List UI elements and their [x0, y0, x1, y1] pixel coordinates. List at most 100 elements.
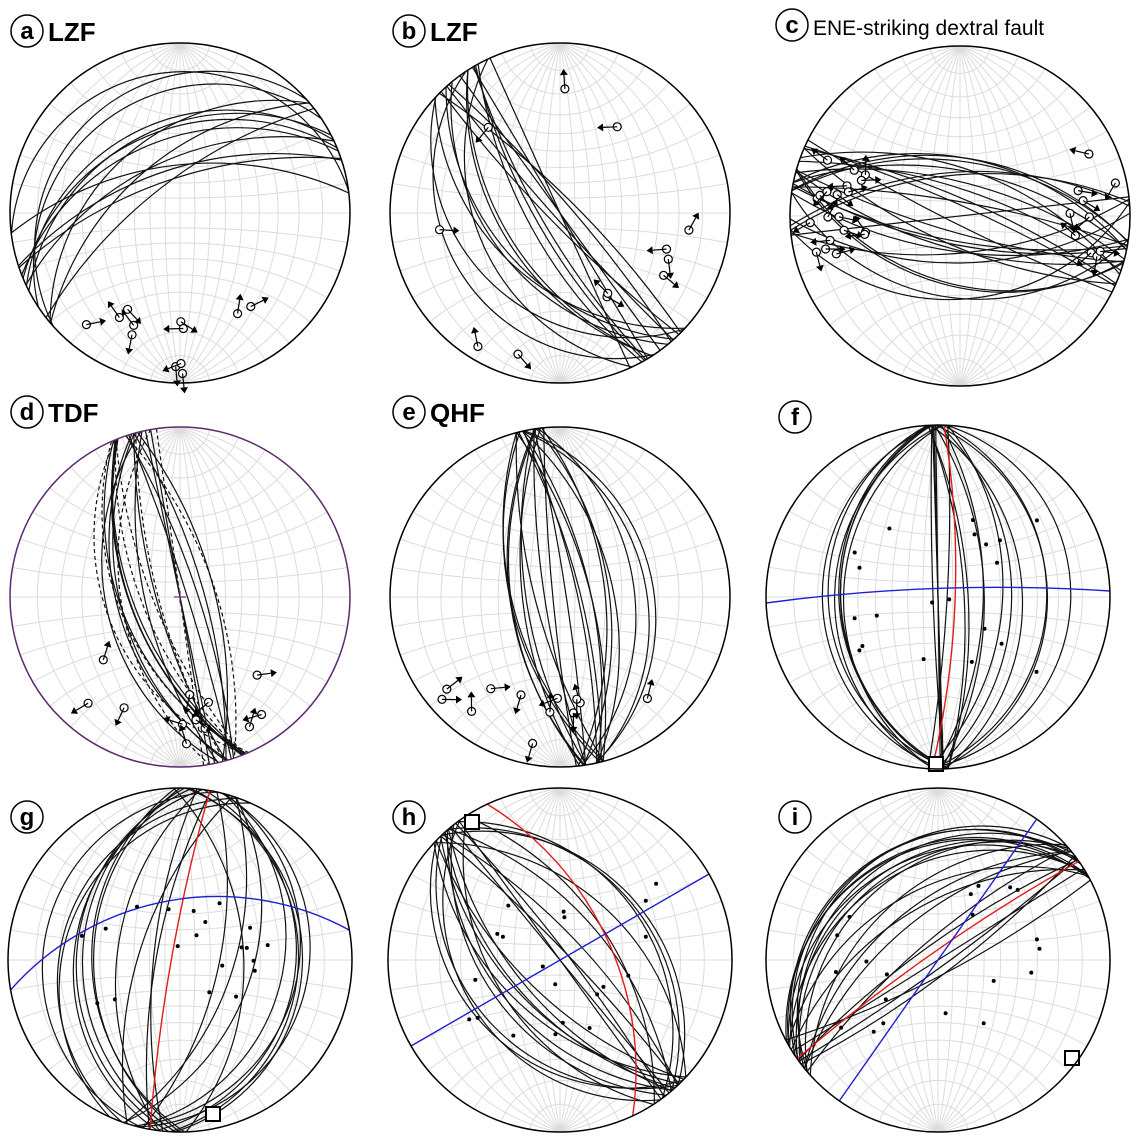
- grid-parallel: [907, 790, 969, 817]
- fault-plane-trace: [108, 433, 229, 761]
- pole-point: [874, 613, 879, 618]
- fault-plane-trace: [448, 828, 672, 1092]
- pole-point: [251, 958, 256, 963]
- grid-parallel: [829, 106, 1091, 155]
- slip-arrow-shaft: [606, 296, 620, 305]
- pole-point: [921, 657, 926, 662]
- fault-plane-trace: [806, 847, 1070, 1072]
- grid-parallel: [32, 511, 328, 552]
- pole-point: [135, 904, 139, 909]
- slip-arrow-shaft: [195, 719, 209, 728]
- slip-arrow-shaft: [186, 694, 191, 709]
- slip-arrow-shaft: [528, 743, 534, 757]
- fault-plane-trace: [150, 788, 198, 1132]
- fault-plane-trace: [125, 435, 237, 759]
- slip-arrow-head: [569, 726, 578, 733]
- slip-arrow-shaft: [181, 730, 188, 744]
- slip-arrow-shaft: [816, 191, 828, 203]
- slip-arrow-shaft: [838, 216, 853, 221]
- fault-plane-trace: [434, 842, 687, 1078]
- pole-point: [860, 644, 865, 648]
- square-marker: [205, 1106, 221, 1122]
- slip-arrow-head: [830, 199, 838, 207]
- slip-arrow-head: [811, 148, 819, 156]
- grid-parallel: [12, 567, 348, 583]
- slip-arrow-head: [792, 226, 800, 233]
- grid-meridian: [937, 424, 969, 770]
- fault-traces: [785, 825, 1091, 1076]
- slip-arrow-shaft: [110, 305, 120, 318]
- fault-plane-trace: [117, 429, 210, 765]
- fault-plane-trace: [929, 425, 1072, 769]
- slip-arrow-shaft: [124, 313, 135, 326]
- grid-parallel: [93, 1058, 267, 1110]
- fault-plane-trace: [49, 99, 310, 323]
- grid-parallel: [474, 65, 646, 116]
- slip-arrow-shaft: [1064, 225, 1076, 237]
- slip-arrow-head: [559, 69, 568, 76]
- grid-meridian: [559, 42, 623, 384]
- grid-parallel: [850, 85, 1070, 138]
- grid-meridian: [959, 45, 991, 387]
- pole-point: [881, 1021, 886, 1026]
- fault-traces: [93, 428, 249, 766]
- slip-arrow-shaft: [850, 233, 865, 237]
- slip-arrow-head: [593, 279, 601, 287]
- slip-arrow-shaft: [127, 308, 138, 321]
- pole-point: [626, 973, 631, 978]
- fault-plane-trace: [114, 788, 202, 1132]
- grid-parallel: [500, 798, 620, 841]
- fault-plane-trace: [537, 428, 637, 766]
- panel-label: g: [10, 800, 44, 834]
- grid-parallel: [398, 900, 722, 931]
- pole-point: [884, 972, 889, 977]
- pole-point: [473, 977, 478, 982]
- fault-plane-trace: [795, 168, 1125, 260]
- grid-parallel: [412, 511, 708, 552]
- grid-meridian: [937, 787, 1059, 1133]
- fault-plane-trace: [440, 836, 680, 1085]
- slip-arrow-shaft: [827, 204, 835, 218]
- grid-parallel: [901, 56, 1019, 98]
- fault-plane-trace: [803, 850, 1072, 1069]
- grid-parallel: [449, 1039, 671, 1093]
- grid-parallel: [150, 739, 210, 765]
- slip-arrow-shaft: [861, 179, 876, 181]
- slip-arrow-shaft: [652, 248, 667, 251]
- pole-point: [560, 1020, 565, 1025]
- grid-parallel: [20, 242, 340, 272]
- grid-parallel: [392, 227, 728, 243]
- pole-point: [1029, 970, 1034, 975]
- slip-arrow-head: [178, 724, 187, 732]
- slip-arrow-shaft: [1082, 200, 1096, 209]
- slip-arrow-shaft: [597, 283, 609, 294]
- slip-arrow-shaft: [169, 719, 183, 725]
- grid-parallel: [392, 183, 728, 199]
- fault-plane-trace: [791, 828, 1079, 1061]
- slip-arrow-head: [646, 246, 653, 255]
- stereonet-grid: [10, 42, 350, 384]
- slip-arrow-head: [125, 347, 134, 355]
- fault-plane-trace: [446, 829, 673, 1091]
- fault-plane-trace: [474, 65, 645, 361]
- blue-great-circle: [10, 895, 350, 991]
- pole-point: [248, 925, 253, 930]
- panel-a: a LZF: [9, 14, 351, 394]
- grid-parallel: [878, 1079, 998, 1122]
- slip-arrow-shaft: [1069, 213, 1074, 228]
- fault-plane-trace: [442, 833, 679, 1086]
- grid-meridian: [959, 45, 1080, 387]
- fault-plane-trace: [457, 821, 674, 1099]
- grid-parallel: [400, 538, 720, 568]
- slip-arrow-shaft: [797, 222, 811, 231]
- slip-arrow-head: [860, 184, 868, 193]
- slip-arrow-head: [114, 718, 122, 726]
- grid-parallel: [530, 45, 590, 71]
- panel-h: h: [387, 787, 733, 1133]
- slip-arrow-head: [163, 324, 170, 333]
- grid-parallel: [20, 538, 340, 568]
- slip-arrow-shaft: [75, 702, 89, 711]
- fault-traces: [10, 70, 350, 327]
- grid-parallel: [429, 274, 691, 323]
- pole-point: [601, 984, 606, 989]
